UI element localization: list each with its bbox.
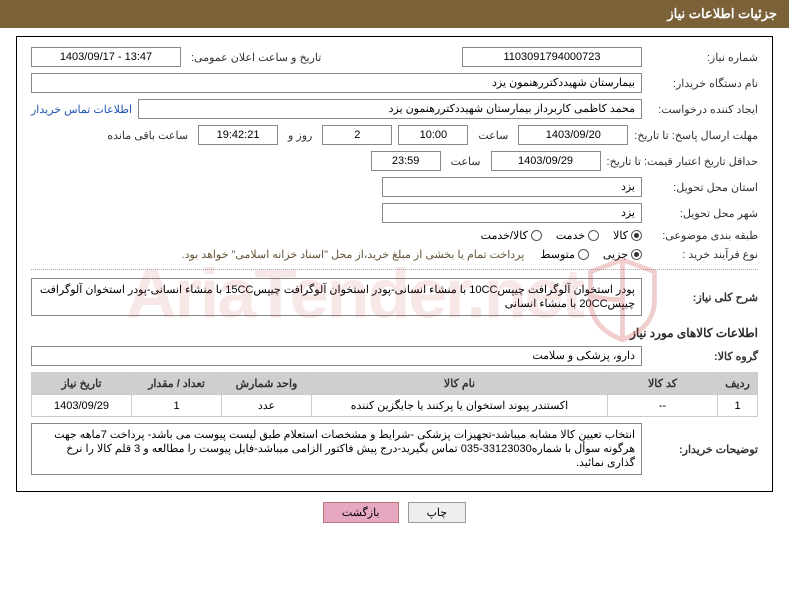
- cell-rownum: 1: [718, 395, 758, 417]
- th-date: تاریخ نیاز: [32, 373, 132, 395]
- cell-code: --: [608, 395, 718, 417]
- remaining-time: 19:42:21: [198, 125, 278, 145]
- th-row: ردیف: [718, 373, 758, 395]
- main-frame: شماره نیاز: 1103091794000723 تاریخ و ساع…: [16, 36, 773, 492]
- label-min-validity: حداقل تاریخ اعتبار قیمت: تا تاریخ:: [607, 155, 758, 168]
- label-purchase-type: نوع فرآیند خرید :: [648, 248, 758, 261]
- label-deadline-time: ساعت: [474, 129, 512, 142]
- goods-group: دارو، پزشکی و سلامت: [31, 346, 642, 366]
- label-days-and: روز و: [284, 129, 316, 142]
- label-validity-time: ساعت: [447, 155, 485, 168]
- label-reply-deadline: مهلت ارسال پاسخ: تا تاریخ:: [634, 129, 758, 142]
- cell-qty: 1: [132, 395, 222, 417]
- radio-goods-service[interactable]: کالا/خدمت: [481, 229, 542, 242]
- cell-date: 1403/09/29: [32, 395, 132, 417]
- radio-minor[interactable]: جزیی: [603, 248, 642, 261]
- subject-class-group: کالا خدمت کالا/خدمت: [481, 229, 642, 242]
- label-subject-class: طبقه بندی موضوعی:: [648, 229, 758, 242]
- back-button[interactable]: بازگشت: [323, 502, 399, 523]
- button-row: چاپ بازگشت: [0, 502, 789, 523]
- label-delivery-province: استان محل تحویل:: [648, 181, 758, 194]
- label-goods-group: گروه کالا:: [648, 350, 758, 363]
- need-number: 1103091794000723: [462, 47, 642, 67]
- requester: محمد کاظمی کاربرداز بیمارستان شهیددکترره…: [138, 99, 642, 119]
- cell-name: اکستندر پیوند استخوان یا پرکنند یا جایگز…: [312, 395, 608, 417]
- cell-unit: عدد: [222, 395, 312, 417]
- table-row: 1 -- اکستندر پیوند استخوان یا پرکنند یا …: [32, 395, 758, 417]
- th-name: نام کالا: [312, 373, 608, 395]
- label-delivery-city: شهر محل تحویل:: [648, 207, 758, 220]
- label-need-no: شماره نیاز:: [648, 51, 758, 64]
- th-unit: واحد شمارش: [222, 373, 312, 395]
- label-announce-date: تاریخ و ساعت اعلان عمومی:: [187, 51, 325, 64]
- header-title: جزئیات اطلاعات نیاز: [667, 6, 777, 21]
- label-need-desc: شرح کلی نیاز:: [648, 291, 758, 304]
- items-table: ردیف کد کالا نام کالا واحد شمارش تعداد /…: [31, 372, 758, 417]
- items-section-title: اطلاعات کالاهای مورد نیاز: [31, 326, 758, 340]
- divider: [31, 269, 758, 270]
- buyer-org: بیمارستان شهیددکتررهنمون یزد: [31, 73, 642, 93]
- need-description: پودر استخوان آلوگرافت چیپس10CC با منشاء …: [31, 278, 642, 316]
- remaining-days: 2: [322, 125, 392, 145]
- delivery-province: یزد: [382, 177, 642, 197]
- label-remaining: ساعت باقی مانده: [103, 129, 192, 142]
- radio-medium[interactable]: متوسط: [540, 248, 589, 261]
- announce-date: 1403/09/17 - 13:47: [31, 47, 181, 67]
- purchase-type-group: جزیی متوسط: [540, 248, 642, 261]
- deadline-time: 10:00: [398, 125, 468, 145]
- buyer-contact-link[interactable]: اطلاعات تماس خریدار: [31, 103, 132, 116]
- delivery-city: یزد: [382, 203, 642, 223]
- header-bar: جزئیات اطلاعات نیاز: [0, 0, 789, 28]
- label-requester: ایجاد کننده درخواست:: [648, 103, 758, 116]
- table-header-row: ردیف کد کالا نام کالا واحد شمارش تعداد /…: [32, 373, 758, 395]
- th-code: کد کالا: [608, 373, 718, 395]
- th-qty: تعداد / مقدار: [132, 373, 222, 395]
- buyer-notes: انتخاب تعیین کالا مشابه میباشد-تجهیزات پ…: [31, 423, 642, 475]
- print-button[interactable]: چاپ: [408, 502, 467, 523]
- payment-note: پرداخت تمام یا بخشی از مبلغ خرید،از محل …: [182, 248, 525, 261]
- label-buyer-org: نام دستگاه خریدار:: [648, 77, 758, 90]
- radio-service[interactable]: خدمت: [556, 229, 599, 242]
- label-buyer-notes: توضیحات خریدار:: [648, 443, 758, 456]
- radio-goods[interactable]: کالا: [613, 229, 642, 242]
- deadline-date: 1403/09/20: [518, 125, 628, 145]
- validity-date: 1403/09/29: [491, 151, 601, 171]
- validity-time: 23:59: [371, 151, 441, 171]
